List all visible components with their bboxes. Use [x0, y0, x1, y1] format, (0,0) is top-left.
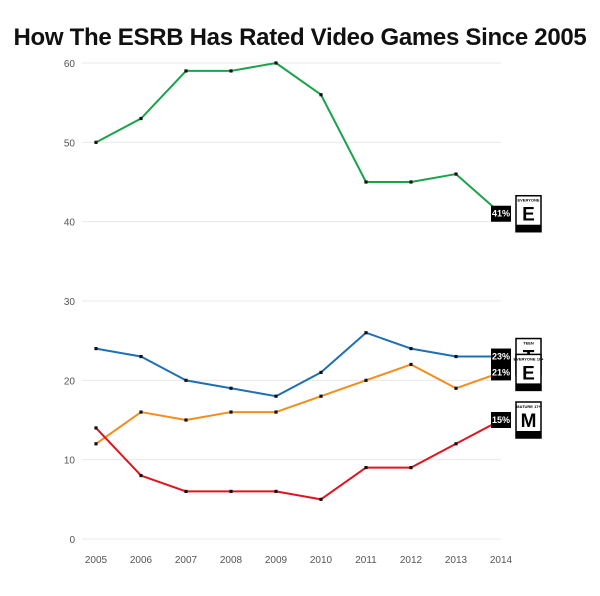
- data-point: [364, 180, 368, 184]
- data-point: [364, 466, 368, 470]
- y-tick-label: 50: [64, 138, 76, 149]
- data-point: [94, 140, 98, 144]
- data-point: [364, 331, 368, 335]
- x-tick-label: 2012: [400, 555, 423, 566]
- data-point: [319, 394, 323, 398]
- x-tick-label: 2007: [175, 555, 198, 566]
- x-tick-label: 2008: [220, 555, 243, 566]
- data-point: [184, 418, 188, 422]
- x-tick-label: 2006: [130, 555, 153, 566]
- data-point: [229, 489, 233, 493]
- logo-top-text: MATURE 17+: [516, 404, 541, 409]
- data-point: [229, 386, 233, 390]
- data-point: [274, 394, 278, 398]
- x-tick-label: 2014: [490, 555, 513, 566]
- data-point: [319, 370, 323, 374]
- data-point: [454, 172, 458, 176]
- data-point: [184, 69, 188, 73]
- data-point: [94, 442, 98, 446]
- y-tick-label: 40: [64, 218, 76, 229]
- axis-layer: 0 10 20 30 40 50 60 2005 2006 2007 2008 2009 2010 201…: [64, 59, 513, 566]
- data-point: [139, 410, 143, 414]
- data-point: [454, 442, 458, 446]
- logo-footer: [516, 431, 541, 438]
- y-tick-label: 30: [64, 297, 76, 308]
- y-tick-label: 0: [69, 535, 75, 546]
- end-label-badge: [491, 364, 511, 381]
- chart-title: How The ESRB Has Rated Video Games Since…: [13, 24, 587, 51]
- x-tick-label: 2005: [85, 555, 108, 566]
- data-point: [409, 347, 413, 351]
- grid-layer: [82, 62, 501, 540]
- end-label-badge: [491, 348, 511, 365]
- data-point: [229, 69, 233, 73]
- series-line: [95, 331, 501, 398]
- x-tick-label: 2009: [265, 555, 288, 566]
- data-point: [454, 354, 458, 359]
- data-point: [184, 378, 188, 382]
- logo-top-text: EVERYONE: [517, 198, 539, 203]
- data-point: [274, 489, 278, 493]
- end-label: 21%: [492, 367, 510, 377]
- logo-top-text: EVERYONE 10+: [514, 356, 545, 361]
- logo-letter: M: [521, 411, 537, 432]
- logo-top-text: TEEN: [523, 341, 534, 346]
- end-label: 41%: [492, 209, 510, 219]
- data-point: [94, 426, 98, 430]
- end-label: 23%: [492, 352, 510, 362]
- series-line: [95, 62, 502, 215]
- y-tick-label: 20: [64, 376, 76, 387]
- data-point: [319, 93, 323, 97]
- end-label-layer: 41% 23% 21% 15%: [491, 205, 511, 428]
- y-tick-label: 60: [64, 59, 76, 70]
- data-point: [94, 347, 98, 351]
- logo-letter: E: [522, 363, 535, 384]
- end-label-badge: [491, 205, 511, 222]
- x-tick-label: 2010: [310, 555, 333, 566]
- data-point: [184, 489, 188, 493]
- series-layer: [94, 61, 503, 501]
- series-line: [95, 419, 502, 501]
- logo-footer: [516, 224, 541, 232]
- series-line: [95, 363, 502, 445]
- data-point: [274, 410, 278, 414]
- y-tick-label: 10: [64, 456, 76, 467]
- data-point: [229, 410, 233, 414]
- data-point: [319, 497, 323, 501]
- x-tick-label: 2013: [445, 555, 468, 566]
- logo-letter: E: [522, 205, 535, 226]
- data-point: [409, 362, 413, 367]
- x-tick-label: 2011: [355, 555, 377, 566]
- data-point: [139, 116, 143, 121]
- logo-bottom-text: ESRB: [522, 385, 536, 391]
- logo-bottom-text: ESRB: [522, 433, 536, 439]
- logo-footer: [516, 383, 541, 391]
- logo-layer: EVERYONEEESRBTEENTESRBEVERYONE 10+EESRBM…: [514, 194, 545, 439]
- data-point: [409, 180, 413, 184]
- end-label: 15%: [492, 415, 510, 425]
- data-point: [139, 473, 143, 478]
- end-label-badge: [491, 412, 511, 428]
- data-point: [409, 466, 413, 470]
- logo-bottom-text: ESRB: [522, 226, 536, 232]
- data-point: [364, 378, 368, 382]
- data-point: [139, 354, 143, 359]
- data-point: [454, 386, 458, 390]
- data-point: [274, 61, 278, 65]
